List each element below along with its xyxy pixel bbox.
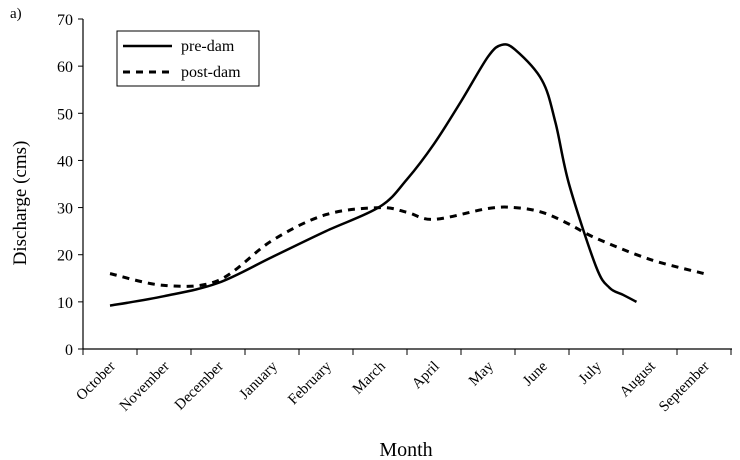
x-tick-label: May xyxy=(466,358,497,389)
panel-label: a) xyxy=(10,6,22,22)
y-tick-label: 70 xyxy=(57,12,73,29)
y-tick-label: 0 xyxy=(65,342,73,359)
series-line-post-dam xyxy=(109,205,705,288)
x-tick-label: March xyxy=(350,358,389,397)
legend-label: post-dam xyxy=(181,64,241,81)
y-tick-label: 40 xyxy=(57,153,73,170)
x-tick-label: October xyxy=(73,359,118,404)
y-tick-label: 60 xyxy=(57,59,73,76)
x-tick-label: December xyxy=(172,359,227,414)
x-tick-label: August xyxy=(617,358,660,401)
legend: pre-dam post-dam xyxy=(116,30,260,87)
y-tick-label: 30 xyxy=(57,201,73,218)
x-axis-label: Month xyxy=(379,439,432,460)
x-tick-label: June xyxy=(520,358,551,389)
y-tick-label: 20 xyxy=(57,248,73,265)
x-tick-label: September xyxy=(656,359,713,416)
legend-box xyxy=(116,30,260,87)
y-axis-ticks: 0 10 20 30 40 50 60 70 xyxy=(57,12,83,359)
y-tick-label: 50 xyxy=(57,106,73,123)
x-tick-label: November xyxy=(117,359,173,415)
series-lines xyxy=(109,43,705,307)
y-axis-label: Discharge (cms) xyxy=(10,141,31,266)
legend-label: pre-dam xyxy=(181,38,235,55)
x-tick-label: January xyxy=(237,358,282,403)
y-tick-label: 10 xyxy=(57,295,73,312)
x-tick-label: July xyxy=(576,358,605,387)
series-line-pre-dam xyxy=(109,43,638,307)
x-tick-label: April xyxy=(409,359,443,393)
x-tick-label: February xyxy=(285,358,335,408)
